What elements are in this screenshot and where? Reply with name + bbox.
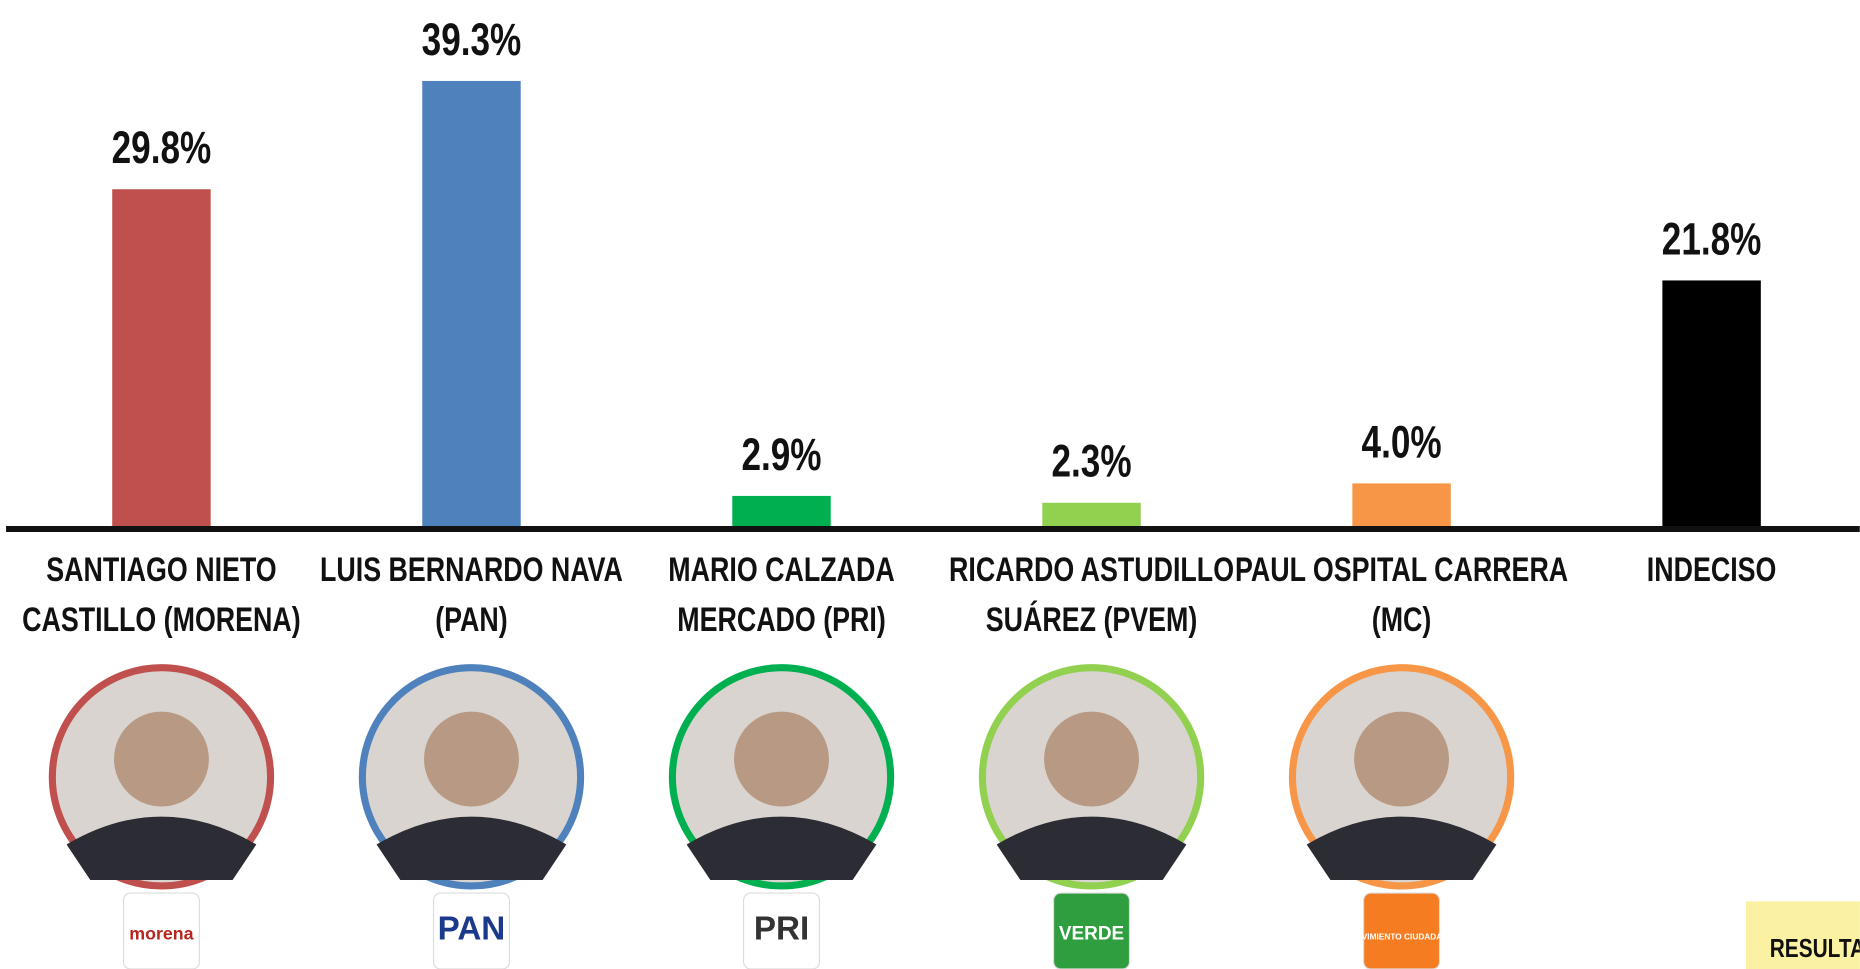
party-logo: MOVIMIENTO CIUDADANO: [1348, 931, 1455, 941]
party-logo: PRI: [754, 910, 809, 947]
photo-shoulders: [376, 816, 567, 881]
party-logo-box: [122, 892, 200, 969]
bar: [1662, 280, 1761, 529]
bar: [112, 189, 211, 529]
value-label: 2.9%: [741, 429, 821, 480]
x-tick-label: SANTIAGO NIETO CASTILLO (MORENA): [22, 550, 301, 639]
bar: [1042, 502, 1141, 529]
value-label: 29.8%: [112, 122, 212, 173]
x-tick-label: PAUL OSPITAL CARRERA (MC): [1235, 550, 1568, 639]
photo-head: [1044, 711, 1139, 807]
bar: [732, 495, 831, 529]
party-logo: VERDE: [1059, 923, 1124, 944]
bar: [422, 80, 521, 529]
photo-head: [734, 711, 829, 807]
bar: [1352, 483, 1451, 529]
value-label: 4.0%: [1362, 416, 1442, 467]
photo-shoulders: [66, 816, 257, 881]
party-logo: morena: [129, 923, 193, 943]
photo-shoulders: [686, 816, 877, 881]
party-logo: PAN: [438, 910, 506, 947]
photo-head: [424, 711, 519, 807]
value-label: 2.3%: [1051, 435, 1131, 486]
party-logo-box: [1052, 892, 1131, 969]
x-tick-label: LUIS BERNARDO NAVA (PAN): [320, 550, 623, 639]
party-logo-box: [432, 892, 511, 969]
chart-body: 29.8% SANTIAGO NIETO CASTILLO (MORENA) more…: [6, 14, 1860, 969]
value-label: 39.3%: [422, 14, 522, 65]
value-label: 21.8%: [1662, 213, 1762, 264]
photo-shoulders: [1306, 816, 1497, 881]
party-logo-box: [1363, 892, 1441, 969]
party-logo-box: [742, 892, 821, 969]
x-tick-label: INDECISO: [1647, 550, 1777, 589]
photo-head: [114, 711, 209, 807]
x-tick-label: MARIO CALZADA MERCADO (PRI): [668, 550, 894, 639]
footer-tag-box: [1746, 901, 1860, 969]
x-tick-label: RICARDO ASTUDILLO SUÁREZ (PVEM): [949, 550, 1234, 639]
photo-shoulders: [996, 816, 1187, 881]
footer-tag: RESULTAD: [1770, 935, 1860, 964]
photo-head: [1354, 711, 1450, 807]
